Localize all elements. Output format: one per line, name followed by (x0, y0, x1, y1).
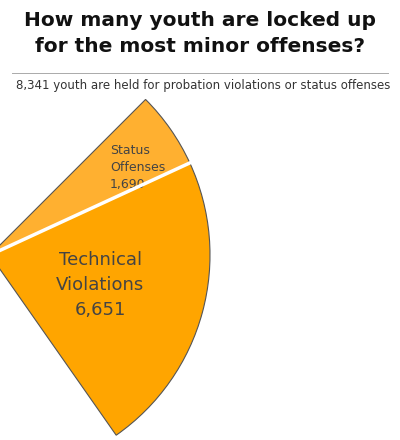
Text: 8,341 youth are held for probation violations or status offenses: 8,341 youth are held for probation viola… (16, 79, 390, 92)
Text: Status
Offenses
1,690: Status Offenses 1,690 (110, 143, 165, 191)
Wedge shape (0, 163, 210, 435)
Text: How many youth are locked up: How many youth are locked up (24, 11, 376, 30)
Text: Technical
Violations
6,651: Technical Violations 6,651 (56, 251, 144, 319)
Text: for the most minor offenses?: for the most minor offenses? (35, 37, 365, 56)
Wedge shape (0, 99, 190, 255)
